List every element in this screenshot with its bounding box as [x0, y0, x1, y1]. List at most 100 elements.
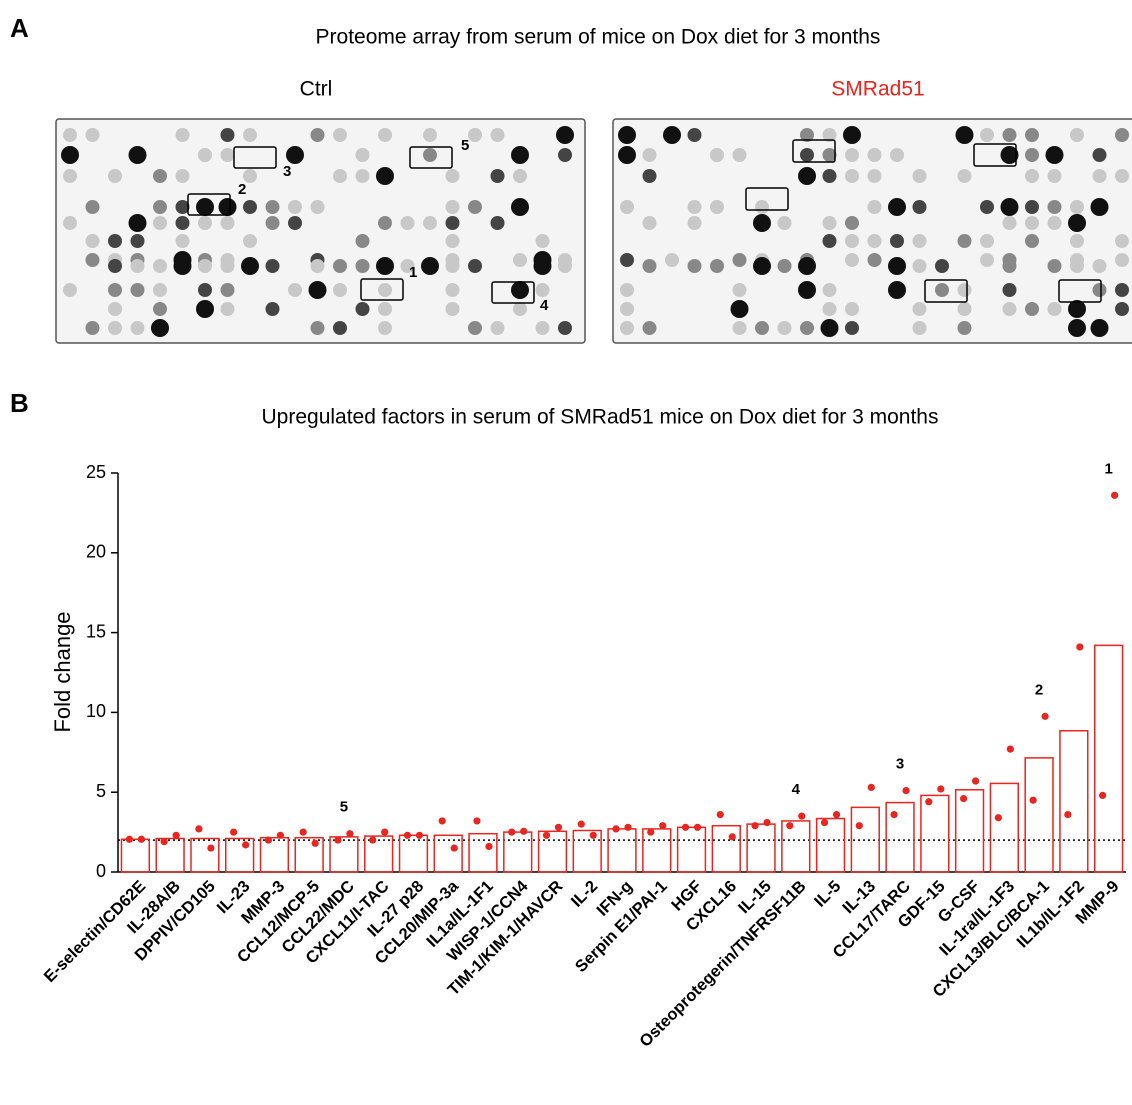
blot-spot	[153, 200, 167, 214]
blot-spot	[286, 146, 304, 164]
blot-spot	[491, 169, 505, 183]
blot-spot	[1093, 259, 1107, 273]
blot-spot	[491, 216, 505, 230]
blot-spot	[868, 169, 882, 183]
blot-spot	[913, 321, 927, 335]
blot-spot	[153, 283, 167, 297]
blot-spot	[958, 169, 972, 183]
replicate-dot	[265, 836, 272, 843]
y-axis-label: Fold change	[50, 611, 75, 732]
replicate-dot	[717, 811, 724, 818]
replicate-dot	[439, 817, 446, 824]
blot-spot	[620, 302, 634, 316]
blot-spot	[513, 253, 527, 267]
blot-spot	[153, 216, 167, 230]
blot-spot	[868, 148, 882, 162]
blot-spot	[913, 302, 927, 316]
blot-spot	[1025, 216, 1039, 230]
blot-spot	[421, 257, 439, 275]
blot-spot	[446, 169, 460, 183]
blot-spot	[890, 234, 904, 248]
blot-spot	[511, 198, 529, 216]
blot-spot	[558, 321, 572, 335]
replicate-dot	[381, 829, 388, 836]
blot-spot	[935, 259, 949, 273]
bar	[330, 837, 358, 872]
blot-spot	[378, 302, 392, 316]
blot-spot	[378, 321, 392, 335]
blot-spot	[333, 321, 347, 335]
blot-title: SMRad51	[831, 78, 924, 101]
box-label: 3	[283, 163, 291, 180]
replicate-dot	[763, 819, 770, 826]
blot-spot	[731, 300, 749, 318]
replicate-dot	[1030, 797, 1037, 804]
blot-spot	[513, 302, 527, 316]
blot-spot	[710, 200, 724, 214]
replicate-dot	[1111, 492, 1118, 499]
replicate-dot	[1064, 811, 1071, 818]
blot-spot	[1115, 253, 1129, 267]
blot-spot	[129, 214, 147, 232]
y-tick-label: 0	[96, 861, 106, 881]
panel-title: Proteome array from serum of mice on Dox…	[316, 26, 881, 49]
blot-spot	[151, 319, 169, 337]
blot-spot	[241, 257, 259, 275]
blot-spot	[558, 259, 572, 273]
replicate-dot	[242, 841, 249, 848]
bar	[504, 832, 532, 872]
blot-spot	[1115, 302, 1129, 316]
blot-spot	[1115, 234, 1129, 248]
blot-spot	[468, 128, 482, 142]
blot-spot	[266, 302, 280, 316]
blot-spot	[823, 302, 837, 316]
blot-spot	[688, 259, 702, 273]
blot-spot	[1070, 128, 1084, 142]
blot-spot	[845, 321, 859, 335]
blot-spot	[1001, 198, 1019, 216]
bar	[539, 831, 567, 872]
blot-spot	[888, 281, 906, 299]
blot-spot	[1070, 200, 1084, 214]
blot-spot	[86, 253, 100, 267]
blot-spot	[643, 216, 657, 230]
blot-spot	[980, 234, 994, 248]
bar	[990, 783, 1018, 872]
blot-spot	[221, 216, 235, 230]
blot-spot	[868, 200, 882, 214]
replicate-dot	[1076, 643, 1083, 650]
blot-spot	[845, 302, 859, 316]
blot-spot	[446, 283, 460, 297]
blot-spot	[935, 283, 949, 297]
panel-label: B	[10, 388, 29, 418]
blot-spot	[288, 200, 302, 214]
blot-spot	[778, 259, 792, 273]
bar	[782, 821, 810, 872]
replicate-dot	[207, 844, 214, 851]
blot-spot	[176, 216, 190, 230]
blot-spot	[620, 200, 634, 214]
blot-spot	[823, 234, 837, 248]
blot-spot	[755, 200, 769, 214]
blot-spot	[710, 259, 724, 273]
annotation: 4	[792, 781, 801, 798]
blot-spot	[821, 319, 839, 337]
replicate-dot	[543, 832, 550, 839]
y-tick-label: 20	[86, 542, 106, 562]
blot-spot	[511, 146, 529, 164]
blot-spot	[511, 281, 529, 299]
replicate-dot	[833, 811, 840, 818]
blot-spot	[620, 253, 634, 267]
blot-spot	[131, 283, 145, 297]
blot-spot	[733, 283, 747, 297]
blot-spot	[798, 281, 816, 299]
blot-spot	[174, 257, 192, 275]
replicate-dot	[890, 811, 897, 818]
blot-spot	[643, 259, 657, 273]
bar	[851, 807, 879, 872]
blot-spot	[688, 128, 702, 142]
blot-spot	[733, 321, 747, 335]
blot-spot	[843, 126, 861, 144]
bar	[295, 838, 323, 872]
blot-spot	[63, 128, 77, 142]
